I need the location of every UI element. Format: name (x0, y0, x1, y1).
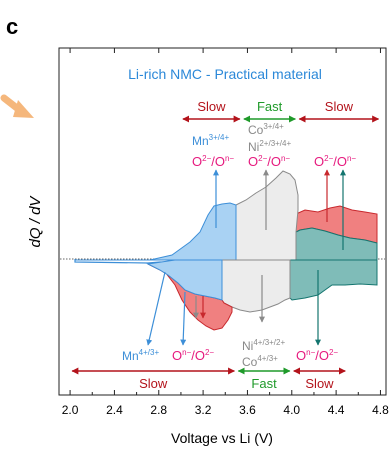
x-tick-label: 2.0 (62, 403, 79, 417)
top-annotations: Mn3+/4+ Co3+/4+ Ni2+/3+/4+ O2−/On− O2−/O… (192, 122, 356, 250)
y-axis-label: dQ / dV (27, 195, 44, 248)
top-region-brackets: Slow Fast Slow (182, 99, 380, 123)
x-tick-label: 4.0 (283, 403, 300, 417)
region-label: Slow (325, 99, 354, 114)
x-tick-label: 3.2 (195, 403, 212, 417)
top-redox-right: O2−/On− (314, 154, 356, 169)
region-label: Slow (305, 376, 334, 391)
x-axis-label: Voltage vs Li (V) (171, 430, 273, 446)
bot-redox-right: On−/O2− (296, 348, 338, 363)
arrow-blue-bot-1 (146, 271, 166, 346)
bot-ni-label: Ni4+/3+/2+ (242, 338, 285, 353)
discharge-blue-area (146, 259, 223, 301)
charge-blue-area (75, 202, 237, 261)
region-label: Slow (139, 376, 168, 391)
x-tick-label: 4.8 (372, 403, 389, 417)
top-mn-label: Mn3+/4+ (192, 133, 229, 148)
top-co-label: Co3+/4+ (248, 122, 284, 137)
x-tick-label: 2.4 (106, 403, 123, 417)
x-tick-label: 2.8 (150, 403, 167, 417)
bottom-annotations: Mn4+/3+ On−/O2− Ni4+/3+/2+ Co4+/3+ On−/O… (122, 270, 338, 369)
incoming-arrow-icon (0, 94, 34, 118)
bottom-region-brackets: Slow Fast Slow (71, 367, 346, 391)
panel-label: c (6, 14, 18, 39)
x-tick-label: 4.4 (328, 403, 345, 417)
region-label: Slow (197, 99, 226, 114)
region-label: Fast (257, 99, 283, 114)
dqdv-curves (74, 170, 378, 331)
arrow-blue-bot-2 (180, 291, 187, 346)
bot-co-label: Co4+/3+ (242, 354, 278, 369)
top-redox-left: O2−/On− (192, 154, 234, 169)
charge-grey-area (235, 170, 299, 261)
discharge-teal-area (289, 259, 378, 301)
x-axis: 2.0 2.4 2.8 3.2 3.6 4.0 4.4 4.8 (62, 48, 389, 417)
chart-title: Li-rich NMC - Practical material (128, 66, 322, 82)
discharge-grey-area (221, 259, 291, 313)
bot-redox-left: On−/O2− (172, 348, 214, 363)
top-ni-label: Ni2+/3+/4+ (248, 139, 291, 154)
plot-frame (58, 47, 387, 396)
x-tick-label: 3.6 (239, 403, 256, 417)
region-label: Fast (251, 376, 277, 391)
top-redox-mid: O2−/On− (248, 154, 290, 169)
bot-mn-label: Mn4+/3+ (122, 348, 159, 363)
